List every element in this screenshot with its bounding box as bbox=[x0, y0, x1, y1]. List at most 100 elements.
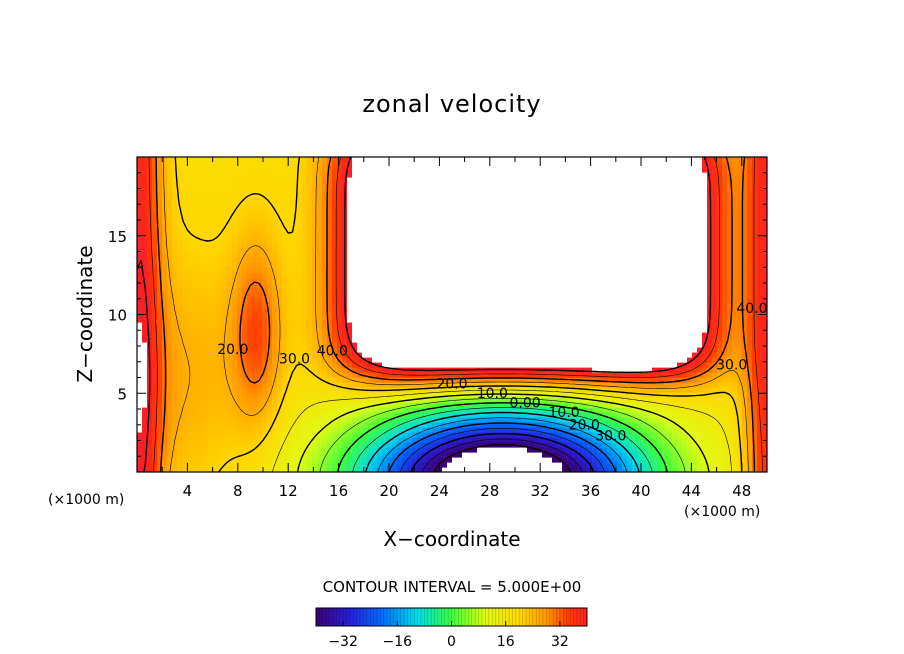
field-cell bbox=[467, 197, 473, 203]
field-cell bbox=[247, 457, 253, 463]
field-cell bbox=[427, 237, 433, 243]
field-cell bbox=[197, 257, 203, 263]
field-cell bbox=[502, 452, 508, 458]
field-cell bbox=[482, 297, 488, 303]
field-cell bbox=[522, 272, 528, 278]
field-cell bbox=[137, 302, 143, 308]
field-cell bbox=[447, 162, 453, 168]
field-cell bbox=[462, 167, 468, 173]
field-cell bbox=[192, 467, 198, 472]
field-cell bbox=[422, 177, 428, 183]
field-cell bbox=[437, 262, 443, 268]
field-cell bbox=[202, 307, 208, 313]
field-cell bbox=[197, 337, 203, 343]
field-cell bbox=[332, 442, 338, 448]
field-cell bbox=[382, 407, 388, 413]
field-cell bbox=[217, 397, 223, 403]
field-cell bbox=[262, 322, 268, 328]
field-cell bbox=[187, 312, 193, 318]
field-cell bbox=[277, 292, 283, 298]
field-cell bbox=[457, 257, 463, 263]
field-cell bbox=[142, 172, 148, 178]
field-cell bbox=[312, 282, 318, 288]
field-cell bbox=[332, 202, 338, 208]
field-cell bbox=[177, 187, 183, 193]
field-cell bbox=[527, 312, 533, 318]
field-cell bbox=[242, 417, 248, 423]
field-cell bbox=[362, 367, 368, 373]
field-cell bbox=[322, 222, 328, 228]
field-cell bbox=[442, 247, 448, 253]
field-cell bbox=[187, 162, 193, 168]
field-cell bbox=[402, 277, 408, 283]
field-cell bbox=[177, 352, 183, 358]
field-cell bbox=[282, 447, 288, 453]
field-cell bbox=[447, 397, 453, 403]
field-cell bbox=[467, 217, 473, 223]
field-cell bbox=[342, 172, 348, 178]
field-cell bbox=[212, 427, 218, 433]
field-cell bbox=[207, 167, 213, 173]
field-cell bbox=[452, 277, 458, 283]
field-cell bbox=[442, 182, 448, 188]
field-cell bbox=[192, 367, 198, 373]
field-cell bbox=[482, 317, 488, 323]
field-cell bbox=[327, 392, 333, 398]
field-cell bbox=[362, 312, 368, 318]
field-cell bbox=[182, 392, 188, 398]
field-cell bbox=[517, 387, 523, 393]
field-cell bbox=[232, 332, 238, 338]
field-cell bbox=[302, 392, 308, 398]
field-cell bbox=[382, 162, 388, 168]
field-cell bbox=[262, 382, 268, 388]
field-cell bbox=[527, 177, 533, 183]
field-cell bbox=[167, 432, 173, 438]
field-cell bbox=[222, 437, 228, 443]
field-cell bbox=[327, 412, 333, 418]
field-cell bbox=[212, 362, 218, 368]
field-cell bbox=[462, 332, 468, 338]
field-cell bbox=[477, 157, 483, 163]
field-cell bbox=[252, 452, 258, 458]
field-cell bbox=[212, 172, 218, 178]
field-cell bbox=[252, 297, 258, 303]
field-cell bbox=[367, 397, 373, 403]
field-cell bbox=[167, 452, 173, 458]
field-cell bbox=[152, 272, 158, 278]
field-cell bbox=[442, 187, 448, 193]
field-cell bbox=[517, 337, 523, 343]
field-cell bbox=[307, 237, 313, 243]
field-cell bbox=[297, 327, 303, 333]
field-cell bbox=[292, 267, 298, 273]
field-cell bbox=[452, 192, 458, 198]
field-cell bbox=[237, 302, 243, 308]
field-cell bbox=[297, 227, 303, 233]
field-cell bbox=[512, 177, 518, 183]
field-cell bbox=[457, 267, 463, 273]
field-cell bbox=[312, 352, 318, 358]
field-cell bbox=[347, 422, 353, 428]
field-cell bbox=[247, 307, 253, 313]
field-cell bbox=[422, 352, 428, 358]
field-cell bbox=[442, 432, 448, 438]
field-cell bbox=[162, 257, 168, 263]
field-cell bbox=[197, 187, 203, 193]
field-cell bbox=[472, 462, 478, 468]
field-cell bbox=[382, 267, 388, 273]
field-cell bbox=[487, 257, 493, 263]
field-cell bbox=[482, 212, 488, 218]
field-cell bbox=[262, 352, 268, 358]
field-cell bbox=[177, 182, 183, 188]
field-cell bbox=[272, 432, 278, 438]
field-cell bbox=[242, 162, 248, 168]
field-cell bbox=[287, 362, 293, 368]
field-cell bbox=[437, 392, 443, 398]
field-cell bbox=[382, 212, 388, 218]
field-cell bbox=[222, 302, 228, 308]
field-cell bbox=[522, 177, 528, 183]
field-cell bbox=[357, 317, 363, 323]
field-cell bbox=[402, 212, 408, 218]
field-cell bbox=[392, 267, 398, 273]
field-cell bbox=[307, 457, 313, 463]
field-cell bbox=[452, 342, 458, 348]
